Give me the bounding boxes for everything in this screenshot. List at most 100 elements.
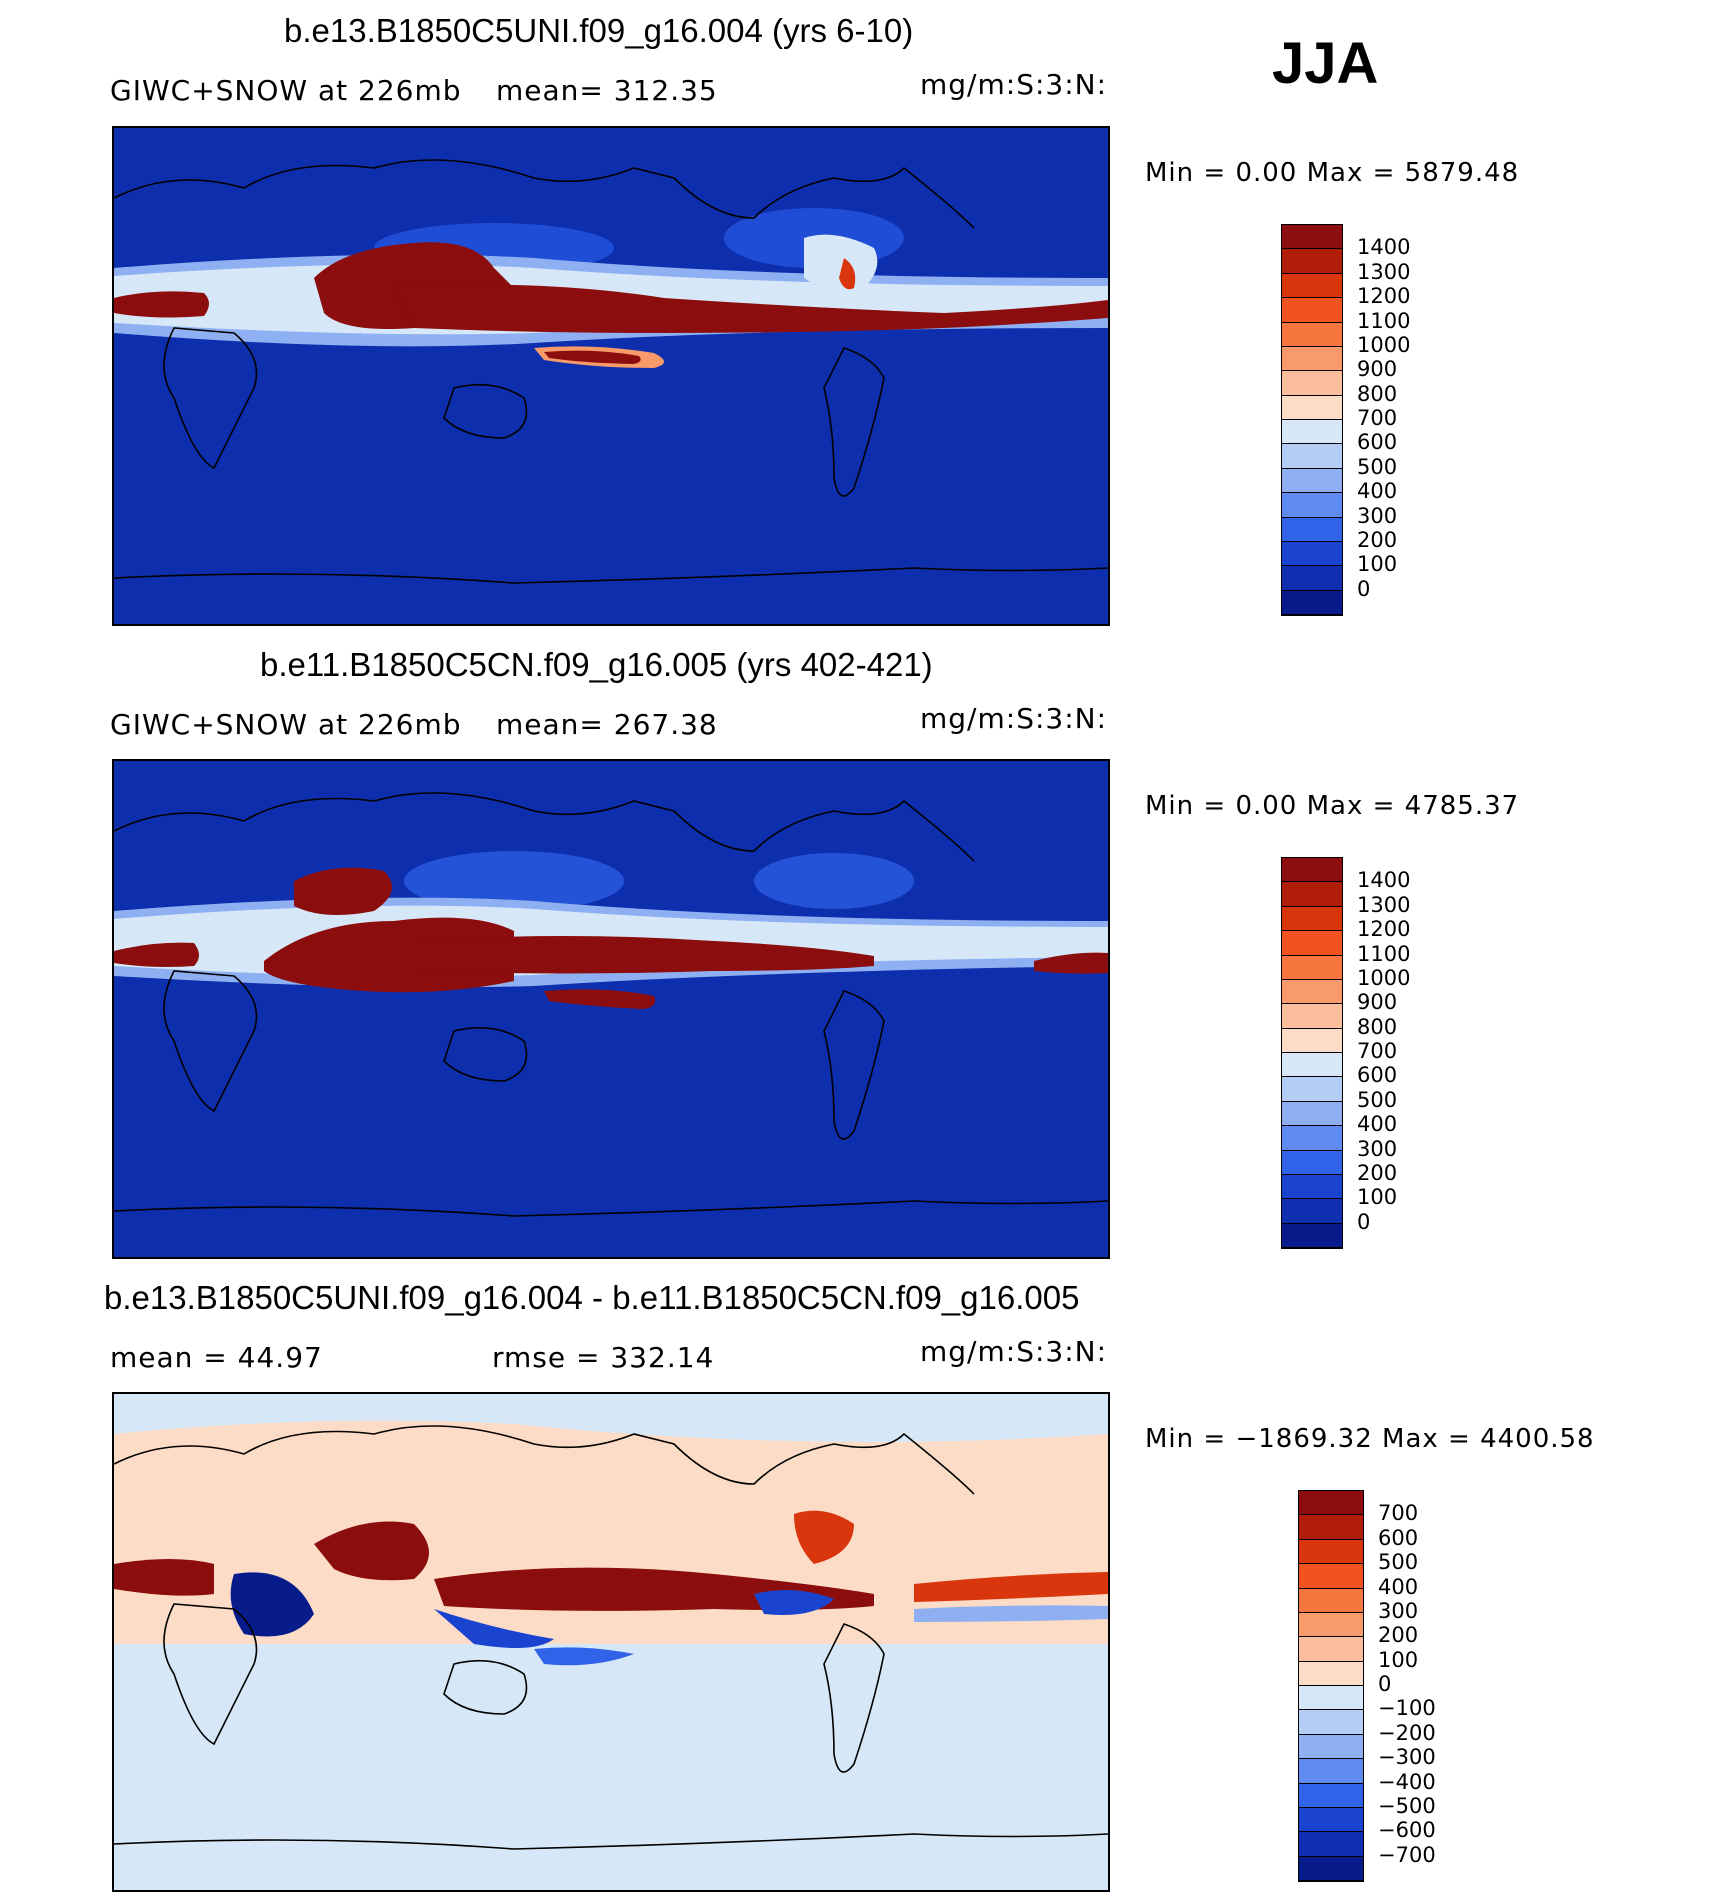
legend-swatch [1282, 493, 1342, 518]
legend-label: 1300 [1357, 892, 1411, 917]
legend-label: 0 [1357, 576, 1371, 601]
legend-label: 200 [1357, 1160, 1398, 1185]
legend-label: 500 [1357, 1087, 1398, 1112]
legend-label: 400 [1357, 479, 1398, 504]
panel2-units-label: mg/m:S:3:N: [920, 702, 1108, 735]
legend-label: 700 [1378, 1501, 1419, 1526]
legend-label: 400 [1378, 1574, 1419, 1599]
legend-swatch [1282, 1028, 1342, 1053]
legend-swatch [1282, 249, 1342, 274]
panel1-variable-label: GIWC+SNOW at 226mb [110, 74, 462, 107]
legend-label: 600 [1378, 1525, 1419, 1550]
legend-swatch [1299, 1637, 1363, 1662]
panel1-coastlines [114, 159, 1108, 584]
legend-swatch [1299, 1612, 1363, 1638]
panel3-map-canvas [114, 1394, 1108, 1890]
legend-label: −100 [1378, 1696, 1436, 1721]
panel3-legend-bar [1298, 1490, 1364, 1882]
legend-swatch [1282, 541, 1342, 567]
legend-label: 800 [1357, 1014, 1398, 1039]
panel1-minmax: Min = 0.00 Max = 5879.48 [1145, 158, 1520, 188]
legend-label: −400 [1378, 1769, 1436, 1794]
legend-label: 900 [1357, 357, 1398, 382]
legend-swatch [1282, 1077, 1342, 1102]
panel3-coastlines [114, 1425, 1108, 1850]
legend-swatch [1299, 1564, 1363, 1589]
panel1-mean-label: mean= 312.35 [496, 74, 718, 107]
legend-label: 1100 [1357, 308, 1411, 333]
legend-swatch [1282, 225, 1342, 250]
legend-swatch [1299, 1491, 1363, 1516]
legend-label: 1400 [1357, 235, 1411, 260]
legend-label: 600 [1357, 430, 1398, 455]
legend-swatch [1282, 1004, 1342, 1029]
legend-label: −200 [1378, 1720, 1436, 1745]
legend-label: −600 [1378, 1818, 1436, 1843]
panel2-minmax: Min = 0.00 Max = 4785.37 [1145, 791, 1520, 821]
legend-label: 600 [1357, 1063, 1398, 1088]
legend-swatch [1299, 1661, 1363, 1686]
legend-label: 300 [1378, 1598, 1419, 1623]
legend-swatch [1282, 395, 1342, 420]
legend-label: 800 [1357, 381, 1398, 406]
panel1-units-label: mg/m:S:3:N: [920, 68, 1108, 101]
legend-swatch [1282, 955, 1342, 980]
legend-swatch [1282, 1150, 1342, 1175]
season-label: JJA [1272, 31, 1379, 96]
legend-label: 1000 [1357, 332, 1411, 357]
legend-swatch [1282, 517, 1342, 542]
panel2-variable-label: GIWC+SNOW at 226mb [110, 708, 462, 741]
panel2-legend-bar [1281, 857, 1343, 1249]
panel3-rmse-label: rmse = 332.14 [492, 1341, 715, 1374]
legend-swatch [1282, 1223, 1342, 1248]
legend-label: 0 [1357, 1209, 1371, 1234]
legend-swatch [1299, 1588, 1363, 1613]
panel2-coastlines [114, 792, 1108, 1217]
legend-swatch [1282, 566, 1342, 591]
legend-swatch [1299, 1686, 1363, 1711]
panel3-units-label: mg/m:S:3:N: [920, 1335, 1108, 1368]
legend-swatch [1282, 858, 1342, 883]
legend-swatch [1299, 1734, 1363, 1760]
legend-label: −300 [1378, 1745, 1436, 1770]
panel2-map-canvas [114, 761, 1108, 1257]
panel2-map [112, 759, 1110, 1259]
legend-label: 900 [1357, 990, 1398, 1015]
legend-swatch [1282, 371, 1342, 396]
legend-swatch [1282, 468, 1342, 494]
legend-swatch [1299, 1783, 1363, 1808]
legend-swatch [1282, 590, 1342, 615]
legend-label: 1000 [1357, 965, 1411, 990]
legend-swatch [1282, 906, 1342, 932]
panel1-title: b.e13.B1850C5UNI.f09_g16.004 (yrs 6-10) [284, 12, 914, 49]
legend-swatch [1282, 979, 1342, 1005]
legend-label: 200 [1378, 1623, 1419, 1648]
legend-label: −500 [1378, 1793, 1436, 1818]
legend-label: 1300 [1357, 259, 1411, 284]
legend-label: 100 [1357, 552, 1398, 577]
legend-label: 400 [1357, 1112, 1398, 1137]
panel1-legend-bar [1281, 224, 1343, 616]
legend-label: 700 [1357, 1039, 1398, 1063]
legend-swatch [1282, 931, 1342, 956]
legend-label: 1200 [1357, 284, 1411, 309]
legend-swatch [1282, 346, 1342, 372]
legend-label: 100 [1357, 1185, 1398, 1210]
legend-label: 1100 [1357, 941, 1411, 966]
legend-swatch [1299, 1759, 1363, 1784]
legend-swatch [1282, 1126, 1342, 1151]
legend-label: 1200 [1357, 917, 1411, 942]
panel1-map [112, 126, 1110, 626]
legend-label: 0 [1378, 1672, 1392, 1696]
panel3-mean-label: mean = 44.97 [110, 1341, 323, 1374]
legend-swatch [1299, 1539, 1363, 1565]
legend-swatch [1299, 1856, 1363, 1881]
legend-swatch [1299, 1832, 1363, 1857]
legend-swatch [1282, 444, 1342, 469]
legend-swatch [1282, 420, 1342, 445]
panel2-mean-label: mean= 267.38 [496, 708, 718, 741]
legend-label: 200 [1357, 527, 1398, 552]
panel2-title: b.e11.B1850C5CN.f09_g16.005 (yrs 402-421… [260, 646, 933, 683]
legend-swatch [1282, 882, 1342, 907]
legend-label: −700 [1378, 1842, 1436, 1867]
